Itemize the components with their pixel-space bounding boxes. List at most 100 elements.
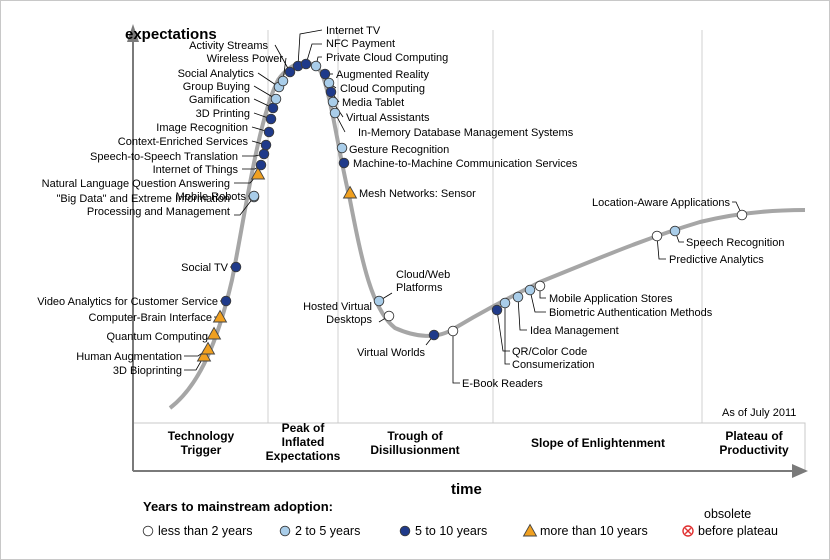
legend-marker-lt2 xyxy=(142,525,154,537)
legend-marker-2to5 xyxy=(279,525,291,537)
label-cloud-web-platforms: Cloud/Web Platforms xyxy=(396,269,450,294)
phase-labels: Technology Trigger Peak of Inflated Expectat… xyxy=(168,421,789,463)
marker-mesh-networks-sensor xyxy=(342,185,358,199)
label-speech-to-speech-translation: Speech-to-Speech Translation xyxy=(90,151,238,163)
marker-speech-recognition xyxy=(669,225,681,237)
y-axis-arrow xyxy=(127,24,139,42)
marker-internet-of-things xyxy=(255,159,267,171)
marker-e-book-readers xyxy=(447,325,459,337)
marker-consumerization xyxy=(499,297,511,309)
marker-social-tv xyxy=(230,261,242,273)
leader-big-data xyxy=(234,196,255,216)
label-biometric-authentication-methods: Biometric Authentication Methods xyxy=(549,307,713,319)
marker-predictive-analytics xyxy=(651,230,663,242)
label-hosted-virtual-desktops: Hosted Virtual Desktops xyxy=(303,301,372,326)
technology-labels: 3D Bioprinting Human Augmentation Quantum … xyxy=(37,25,784,390)
marker-machine-to-machine-communication-services xyxy=(338,157,350,169)
label-mobile-application-stores: Mobile Application Stores xyxy=(549,293,673,305)
x-axis-arrow xyxy=(792,464,808,478)
leader-consumerization xyxy=(504,303,510,365)
marker-idea-management xyxy=(512,291,524,303)
label-gesture-recognition: Gesture Recognition xyxy=(349,144,449,156)
leader-ebook xyxy=(452,331,460,384)
legend-item-2to5: 2 to 5 years xyxy=(279,524,360,538)
label-in-memory-database-management-systems: In-Memory Database Management Systems xyxy=(358,127,574,139)
marker-biometric-authentication-methods xyxy=(524,284,536,296)
leader-biometric xyxy=(529,289,546,313)
label-human-augmentation: Human Augmentation xyxy=(76,351,182,363)
marker-context-enriched-services xyxy=(260,139,272,151)
legend-item-5to10: 5 to 10 years xyxy=(399,524,487,538)
marker-group-buying xyxy=(270,93,282,105)
marker-virtual-assistants xyxy=(327,96,339,108)
label-consumerization: Consumerization xyxy=(512,359,595,371)
label-activity-streams: Activity Streams xyxy=(189,40,268,52)
label-nfc-payment: NFC Payment xyxy=(326,38,395,50)
label-cloud-computing: Cloud Computing xyxy=(340,83,425,95)
label-social-analytics: Social Analytics xyxy=(178,68,255,80)
marker-augmented-reality xyxy=(319,68,331,80)
legend-label-2to5: 2 to 5 years xyxy=(295,524,360,538)
legend-label-top-obsolete: obsolete xyxy=(704,507,751,521)
as-of-note: As of July 2011 xyxy=(722,407,796,419)
marker-mobile-robots xyxy=(248,190,260,202)
hype-curve xyxy=(168,60,806,410)
leader-nfc xyxy=(305,43,322,65)
y-axis-title: expectations xyxy=(125,26,217,43)
marker-cloud-computing xyxy=(323,77,335,89)
technology-markers xyxy=(196,58,748,362)
legend-title: Years to mainstream adoption: xyxy=(143,499,333,514)
label-big-data-and-extreme-information-processing-and-management: "Big Data" and Extreme Information Proces… xyxy=(56,193,230,218)
marker-cloud-web-platforms xyxy=(373,295,385,307)
legend-label-5to10: 5 to 10 years xyxy=(415,524,487,538)
label-context-enriched-services: Context-Enriched Services xyxy=(118,136,249,148)
marker-speech-to-speech-translation xyxy=(258,148,270,160)
label-3d-bioprinting: 3D Bioprinting xyxy=(113,365,182,377)
marker-3d-printing xyxy=(265,113,277,125)
marker-quantum-computing xyxy=(206,326,222,340)
label-qr-color-code: QR/Color Code xyxy=(512,346,587,358)
legend-item-obsolete: before plateau obsolete xyxy=(682,507,778,538)
leader-internet-tv xyxy=(297,29,323,67)
marker-private-cloud-computing xyxy=(310,60,322,72)
phase-dividers xyxy=(267,30,703,423)
label-predictive-analytics: Predictive Analytics xyxy=(669,254,764,266)
label-social-tv: Social TV xyxy=(181,262,229,274)
label-computer-brain-interface: Computer-Brain Interface xyxy=(89,312,213,324)
marker-computer-brain-interface xyxy=(212,309,228,323)
legend-items: less than 2 years 2 to 5 years 5 to 10 yea… xyxy=(142,507,778,538)
label-augmented-reality: Augmented Reality xyxy=(336,69,429,81)
label-video-analytics-for-customer-service: Video Analytics for Customer Service xyxy=(37,296,218,308)
phase-label-4: Slope of Enlightenment xyxy=(531,436,665,450)
label-virtual-worlds: Virtual Worlds xyxy=(357,347,426,359)
label-gamification: Gamification xyxy=(189,94,250,106)
marker-media-tablet xyxy=(325,86,337,98)
legend-item-gt10: more than 10 years xyxy=(522,523,648,538)
leader-idea-mgmt xyxy=(517,296,527,331)
x-axis-title: time xyxy=(451,481,482,498)
marker-mobile-application-stores xyxy=(534,280,546,292)
label-mobile-robots: Mobile Robots xyxy=(176,191,247,203)
legend-marker-5to10 xyxy=(399,525,411,537)
label-e-book-readers: E-Book Readers xyxy=(462,378,543,390)
label-wireless-power: Wireless Power xyxy=(207,53,284,65)
label-quantum-computing: Quantum Computing xyxy=(107,331,209,343)
marker-natural-language-question-answering xyxy=(250,166,266,180)
label-virtual-assistants: Virtual Assistants xyxy=(346,112,430,124)
marker-hosted-virtual-desktops xyxy=(383,310,395,322)
label-internet-tv: Internet TV xyxy=(326,25,381,37)
marker-qr-color-code xyxy=(491,304,503,316)
marker-3d-bioprinting xyxy=(196,348,212,362)
label-mesh-networks-sensor: Mesh Networks: Sensor xyxy=(359,188,476,200)
label-group-buying: Group Buying xyxy=(183,81,250,93)
label-internet-of-things: Internet of Things xyxy=(153,164,239,176)
legend-label-obsolete: before plateau xyxy=(698,524,778,538)
phase-label-3: Trough of Disillusionment xyxy=(370,429,459,457)
leader-qr xyxy=(496,309,510,352)
marker-virtual-worlds xyxy=(428,329,440,341)
marker-in-memory-database-management-systems xyxy=(329,107,341,119)
label-speech-recognition: Speech Recognition xyxy=(686,237,784,249)
label-location-aware-applications: Location-Aware Applications xyxy=(592,197,730,209)
